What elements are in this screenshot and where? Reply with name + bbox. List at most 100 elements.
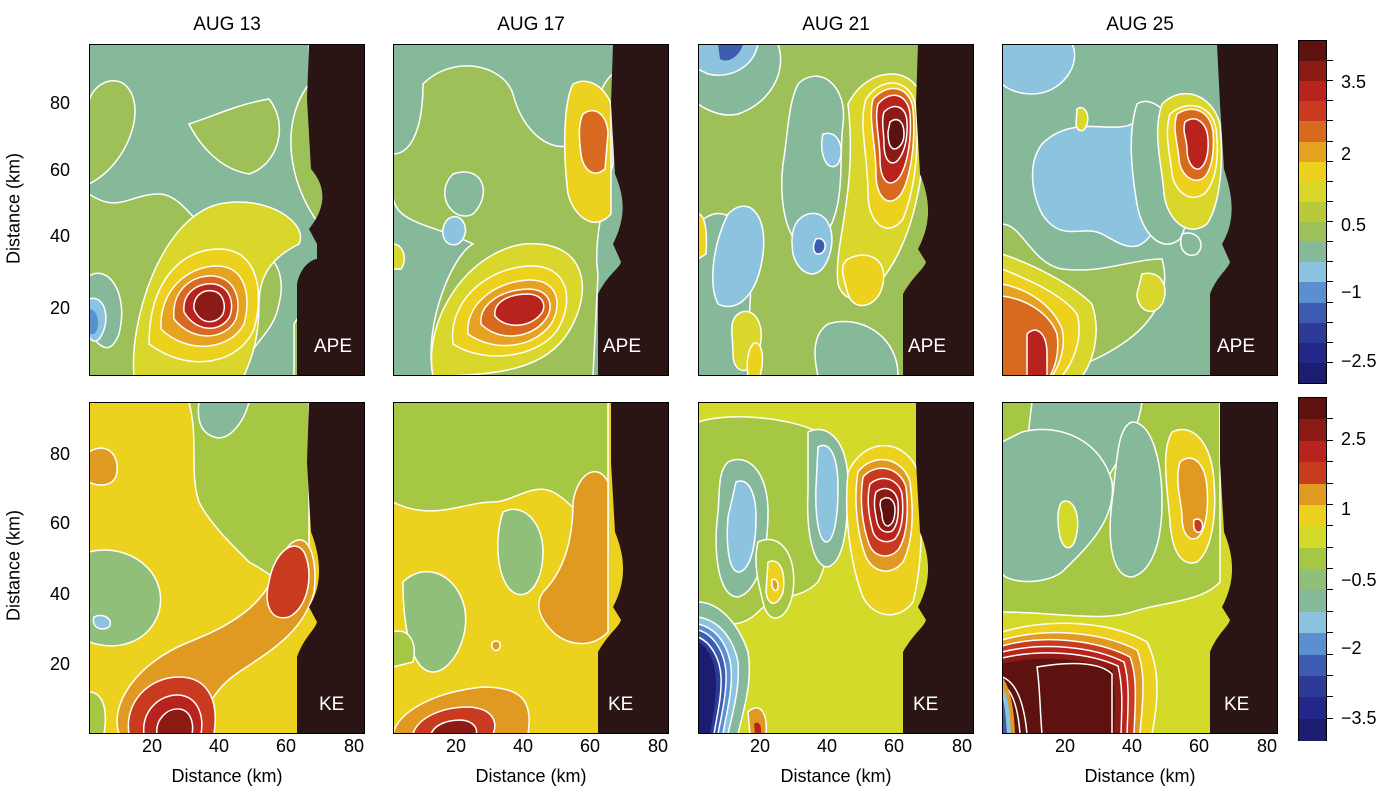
colorbar-cell <box>1299 362 1326 384</box>
colorbar-ke <box>1298 397 1327 741</box>
x-tick-c3-20: 20 <box>750 736 771 756</box>
colorbar-tick <box>1327 482 1333 484</box>
y-tick-top-40: 40 <box>50 226 71 246</box>
y-tick-bottom-60: 60 <box>50 513 71 533</box>
colorbar-tick <box>1327 717 1333 719</box>
colorbar-cell <box>1299 322 1326 344</box>
colorbar-ape-label-1: 3.5 <box>1341 72 1367 92</box>
colorbar-tick <box>1327 439 1333 441</box>
colorbar-tick <box>1327 461 1333 463</box>
x-axis-label-4: Distance (km) <box>1084 766 1196 786</box>
x-tick-c4-20: 20 <box>1055 736 1076 756</box>
colorbar-cell <box>1299 633 1326 655</box>
colorbar-tick <box>1327 525 1333 527</box>
colorbar-tick <box>1327 568 1333 569</box>
colorbar-tick <box>1327 261 1333 263</box>
x-tick-c3-80: 80 <box>952 736 973 756</box>
colorbar-tick <box>1327 301 1333 303</box>
panel-label-ke-2: KE <box>608 694 633 715</box>
x-tick-c2-40: 40 <box>513 736 534 756</box>
panel-label-ape-4: APE <box>1217 336 1255 357</box>
colorbar-cell <box>1299 121 1326 143</box>
colorbar-tick <box>1327 418 1333 420</box>
colorbar-ke-label-3: −0.5 <box>1341 570 1377 590</box>
x-tick-c1-40: 40 <box>209 736 230 756</box>
colorbar-cell <box>1299 262 1326 283</box>
colorbar-cell <box>1299 141 1326 163</box>
x-axis-label-1: Distance (km) <box>171 766 283 786</box>
colorbar-cell <box>1299 342 1326 364</box>
colorbar-tick <box>1327 221 1333 223</box>
colorbar-ape-label-5: −2.5 <box>1341 351 1377 371</box>
colorbar-tick <box>1327 653 1333 655</box>
colorbar-tick <box>1327 546 1333 548</box>
x-tick-c4-60: 60 <box>1189 736 1210 756</box>
panel-ke-aug17: KE <box>393 402 669 734</box>
colorbar-cell <box>1299 181 1326 203</box>
colorbar-cell <box>1299 81 1326 102</box>
colorbar-tick <box>1327 140 1333 142</box>
x-axis-label-2: Distance (km) <box>475 766 587 786</box>
colorbar-ape-label-2: 2 <box>1341 144 1352 164</box>
x-tick-c1-80: 80 <box>344 736 365 756</box>
x-tick-c3-60: 60 <box>884 736 905 756</box>
colorbar-tick <box>1327 696 1333 698</box>
column-title-4: AUG 25 <box>1106 14 1174 35</box>
panel-ape-aug25: APE <box>1002 44 1278 376</box>
y-axis-label-top: Distance (km) <box>3 153 24 265</box>
y-tick-bottom-40: 40 <box>50 584 71 604</box>
colorbar-tick <box>1327 674 1333 676</box>
panel-label-ape-2: APE <box>603 336 641 357</box>
colorbar-cell <box>1299 242 1326 263</box>
colorbar-tick <box>1327 180 1333 182</box>
colorbar-tick <box>1327 60 1333 62</box>
colorbar-cell <box>1299 101 1326 122</box>
x-tick-c2-20: 20 <box>446 736 467 756</box>
x-tick-c1-20: 20 <box>142 736 163 756</box>
colorbar-cell <box>1299 590 1326 613</box>
colorbar-cell <box>1299 526 1326 549</box>
y-axis-label-bottom: Distance (km) <box>3 510 24 622</box>
colorbar-cell <box>1299 462 1326 484</box>
y-tick-bottom-80: 80 <box>50 444 71 464</box>
column-title-3: AUG 21 <box>802 14 870 35</box>
colorbar-tick <box>1327 341 1333 343</box>
colorbar-cell <box>1299 282 1326 304</box>
colorbar-cell <box>1299 697 1326 720</box>
panel-ape-aug21: APE <box>698 44 974 376</box>
colorbar-cell <box>1299 201 1326 223</box>
colorbar-ke-label-2: 1 <box>1341 499 1352 519</box>
colorbar-ke-label-1: 2.5 <box>1341 429 1367 449</box>
panel-ke-aug13: KE <box>89 402 365 734</box>
panel-label-ape-1: APE <box>314 336 352 357</box>
colorbar-cell <box>1299 440 1326 463</box>
colorbar-tick <box>1327 100 1333 102</box>
colorbar-cell <box>1299 41 1326 62</box>
panel-ape-aug13: APE <box>89 44 365 376</box>
panel-ape-aug17: APE <box>393 44 669 376</box>
x-tick-c2-60: 60 <box>580 736 601 756</box>
colorbar-cell <box>1299 675 1326 698</box>
column-title-1: AUG 13 <box>193 14 261 35</box>
colorbar-tick <box>1327 589 1333 591</box>
y-tick-top-20: 20 <box>50 298 71 318</box>
panel-label-ke-4: KE <box>1224 694 1249 715</box>
colorbar-ape-label-4: −1 <box>1341 282 1362 302</box>
x-tick-c2-80: 80 <box>648 736 669 756</box>
colorbar-tick <box>1327 241 1333 243</box>
colorbar-cell <box>1299 718 1326 741</box>
colorbar-cell <box>1299 483 1326 506</box>
colorbar-tick <box>1327 80 1333 82</box>
panel-ke-aug21: KE <box>698 402 974 734</box>
x-tick-c1-60: 60 <box>276 736 297 756</box>
colorbar-cell <box>1299 161 1326 183</box>
colorbar-tick <box>1327 160 1333 162</box>
colorbar-cell <box>1299 611 1326 634</box>
y-tick-top-80: 80 <box>50 93 71 113</box>
colorbar-cell <box>1299 504 1326 527</box>
colorbar-ape <box>1298 40 1327 384</box>
colorbar-tick <box>1327 200 1333 202</box>
panel-label-ape-3: APE <box>908 336 946 357</box>
colorbar-ke-label-4: −2 <box>1341 638 1362 658</box>
